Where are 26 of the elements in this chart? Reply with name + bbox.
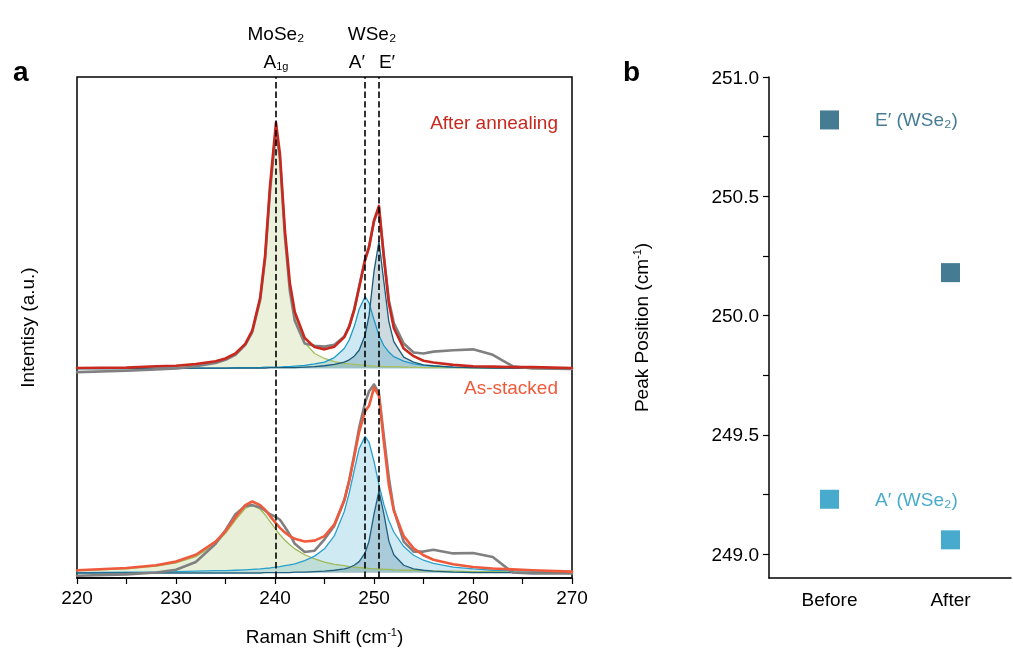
x-tick-label: Before: [801, 589, 858, 610]
text: After annealing: [430, 112, 558, 134]
ref-line-label: A′: [348, 51, 366, 72]
x-tick-label: 220: [61, 587, 93, 608]
ref-line-label: E′: [378, 51, 396, 72]
y-axis-title: Intentisy (a.u.): [17, 267, 38, 388]
chart-title: a: [13, 55, 29, 87]
x-tick-label: 240: [259, 587, 291, 608]
x-tick-label: 270: [556, 587, 588, 608]
series-label: E′ (WSe₂): [875, 109, 958, 131]
series-label: A′ (WSe₂): [875, 488, 958, 510]
x-tick-label: 260: [457, 587, 489, 608]
y-axis-title: Peak Position (cm-1): [630, 242, 652, 413]
text: MoSe₂: [247, 23, 305, 44]
y-tick-label: 249.0: [711, 543, 759, 565]
y-tick-label: 250.0: [711, 305, 759, 327]
x-tick-label: 250: [358, 587, 390, 608]
chart-title: b: [623, 55, 641, 87]
ref-line-label: A1g: [263, 50, 289, 72]
y-tick-label: 250.5: [711, 185, 759, 207]
text: As-stacked: [464, 377, 558, 399]
x-tick-label: After: [930, 589, 972, 610]
x-tick-label: 230: [160, 587, 192, 608]
y-tick-label: 251.0: [711, 66, 759, 88]
text: WSe₂: [347, 23, 397, 44]
y-tick-label: 249.5: [711, 424, 759, 446]
